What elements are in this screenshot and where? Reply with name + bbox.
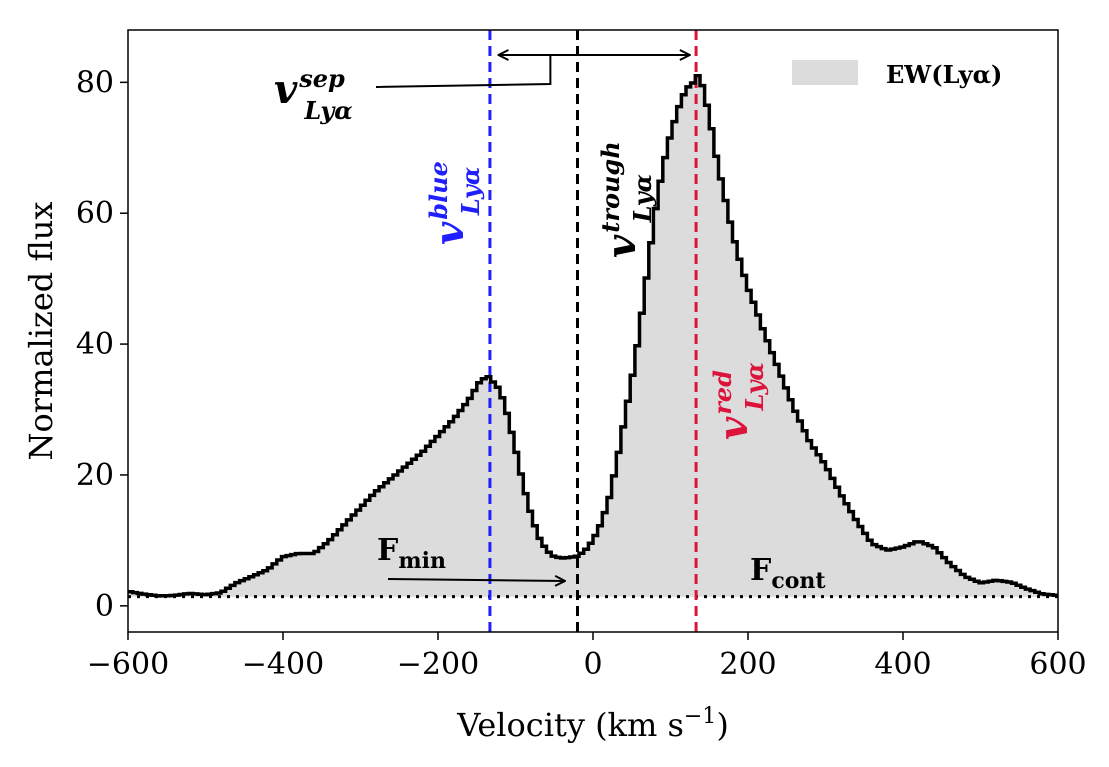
v-sep-label: vsep Lyα	[274, 64, 353, 125]
v-red-sub: Lyα	[740, 362, 769, 411]
legend-label-ew: EW(Lyα)	[886, 60, 1002, 89]
f-min-main: F	[377, 533, 398, 568]
v-sep-main: v	[274, 66, 298, 113]
ew-fill-area	[128, 75, 1058, 597]
axes: −600 −400 −200 0 200 400 600 0 20 40 60 80	[76, 29, 1087, 682]
v-sep-leader	[375, 55, 552, 88]
flux-profile-line	[128, 74, 1058, 598]
f-cont-main: F	[750, 553, 771, 588]
y-tick-label: 80	[76, 65, 114, 100]
x-tick-label: 200	[719, 647, 776, 682]
v-red-sup: red	[708, 370, 737, 415]
y-tick-label: 20	[76, 458, 114, 493]
legend-swatch-ew	[792, 60, 858, 85]
v-sep-sup: sep	[298, 64, 345, 93]
x-tick-label: −400	[242, 647, 324, 682]
v-sep-sub: Lyα	[303, 96, 352, 125]
x-tick-label: 600	[1029, 647, 1086, 682]
x-tick-label: −600	[87, 647, 169, 682]
v-blue-main: v	[426, 221, 473, 245]
v-red-label: vred Lyα	[708, 362, 769, 440]
y-axis-title: Normalized flux	[22, 202, 60, 461]
v-blue-label: vblue Lyα	[424, 161, 485, 245]
f-min-label: Fmin	[377, 533, 446, 574]
f-min-sub: min	[398, 548, 446, 574]
x-axis-title-sup: −1	[684, 704, 716, 729]
y-tick-label: 60	[76, 196, 114, 231]
annotations	[375, 55, 690, 581]
v-trough-label: vtrough Lyα	[596, 141, 657, 258]
y-tick-label: 0	[95, 589, 114, 624]
v-trough-sub: Lyα	[628, 174, 657, 223]
x-tick-label: 0	[583, 647, 602, 682]
v-blue-sup: blue	[424, 161, 453, 220]
f-min-arrow	[387, 579, 565, 581]
x-axis-title-end: )	[716, 706, 728, 744]
x-tick-label: 400	[874, 647, 931, 682]
v-red-main: v	[710, 416, 757, 440]
v-trough-sup: trough	[596, 141, 625, 232]
plot-area	[128, 30, 1058, 632]
v-blue-sub: Lyα	[456, 167, 485, 216]
x-axis-title-main: Velocity (km s	[456, 706, 684, 744]
legend: EW(Lyα)	[792, 60, 1002, 89]
v-trough-main: v	[598, 234, 645, 258]
x-tick-label: −200	[397, 647, 479, 682]
x-axis-title: Velocity (km s−1)	[456, 704, 729, 744]
f-cont-sub: cont	[771, 568, 826, 594]
y-tick-label: 40	[76, 327, 114, 362]
f-cont-label: Fcont	[750, 553, 826, 594]
